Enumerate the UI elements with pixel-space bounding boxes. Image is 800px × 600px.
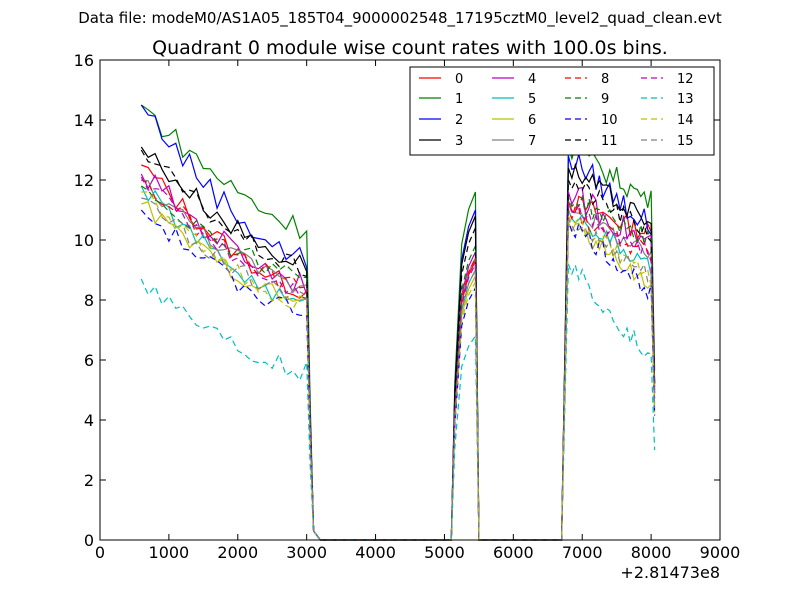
series-line-11 xyxy=(140,149,656,541)
legend-label-8: 8 xyxy=(601,72,609,87)
y-tick-label: 6 xyxy=(84,351,94,370)
x-axis: 0 1000 2000 3000 4000 5000 6000 7000 8000 9000 xyxy=(95,60,740,562)
y-tick-label: 14 xyxy=(74,111,94,130)
legend-label-6: 6 xyxy=(528,113,536,128)
series-line-8 xyxy=(141,179,656,541)
plot-lines xyxy=(140,104,656,541)
y-tick-label: 4 xyxy=(84,411,94,430)
legend-label-4: 4 xyxy=(528,72,536,87)
legend-label-11: 11 xyxy=(601,134,618,149)
legend-label-12: 12 xyxy=(677,72,694,87)
legend-label-10: 10 xyxy=(601,113,618,128)
series-line-3 xyxy=(140,146,656,541)
series-line-13 xyxy=(140,262,656,541)
legend-box xyxy=(409,66,715,156)
y-tick-label: 16 xyxy=(74,51,94,70)
x-tick-label: 5000 xyxy=(424,543,465,562)
legend-label-7: 7 xyxy=(528,134,536,149)
legend-label-13: 13 xyxy=(677,92,694,107)
legend-label-9: 9 xyxy=(601,92,609,107)
series-line-0 xyxy=(141,164,656,541)
x-tick-label: 6000 xyxy=(493,543,534,562)
series-line-1 xyxy=(140,104,656,541)
legend-label-3: 3 xyxy=(455,134,463,149)
series-line-14 xyxy=(141,191,656,541)
data-file-suptitle: Data file: modeM0/AS1A05_185T04_90000025… xyxy=(78,9,722,28)
x-tick-label: 3000 xyxy=(286,543,327,562)
y-tick-label: 12 xyxy=(74,171,94,190)
legend-label-2: 2 xyxy=(455,113,463,128)
legend-label-14: 14 xyxy=(677,113,694,128)
series-line-7 xyxy=(141,179,656,541)
chart-title: Quadrant 0 module wise count rates with … xyxy=(152,37,668,59)
x-tick-label: 7000 xyxy=(562,543,603,562)
x-tick-label: 0 xyxy=(95,543,105,562)
series-line-4 xyxy=(140,173,656,541)
x-tick-label: 4000 xyxy=(355,543,396,562)
x-tick-label: 8000 xyxy=(631,543,672,562)
y-tick-label: 8 xyxy=(84,291,94,310)
legend-label-0: 0 xyxy=(455,72,463,87)
series-line-6 xyxy=(141,201,656,541)
x-tick-label: 9000 xyxy=(700,543,741,562)
y-tick-label: 10 xyxy=(74,231,94,250)
series-line-9 xyxy=(140,185,656,541)
legend-label-1: 1 xyxy=(455,92,463,107)
y-tick-label: 2 xyxy=(84,471,94,490)
series-line-2 xyxy=(140,104,656,541)
series-line-10 xyxy=(140,209,656,541)
series-line-12 xyxy=(140,176,656,541)
x-tick-label: 1000 xyxy=(149,543,190,562)
y-tick-label: 0 xyxy=(84,531,94,550)
series-line-15 xyxy=(141,197,656,541)
x-tick-label: 2000 xyxy=(217,543,258,562)
legend-label-5: 5 xyxy=(528,92,536,107)
x-axis-offset-label: +2.81473e8 xyxy=(620,563,720,582)
series-line-5 xyxy=(140,185,656,541)
legend-label-15: 15 xyxy=(677,134,694,149)
